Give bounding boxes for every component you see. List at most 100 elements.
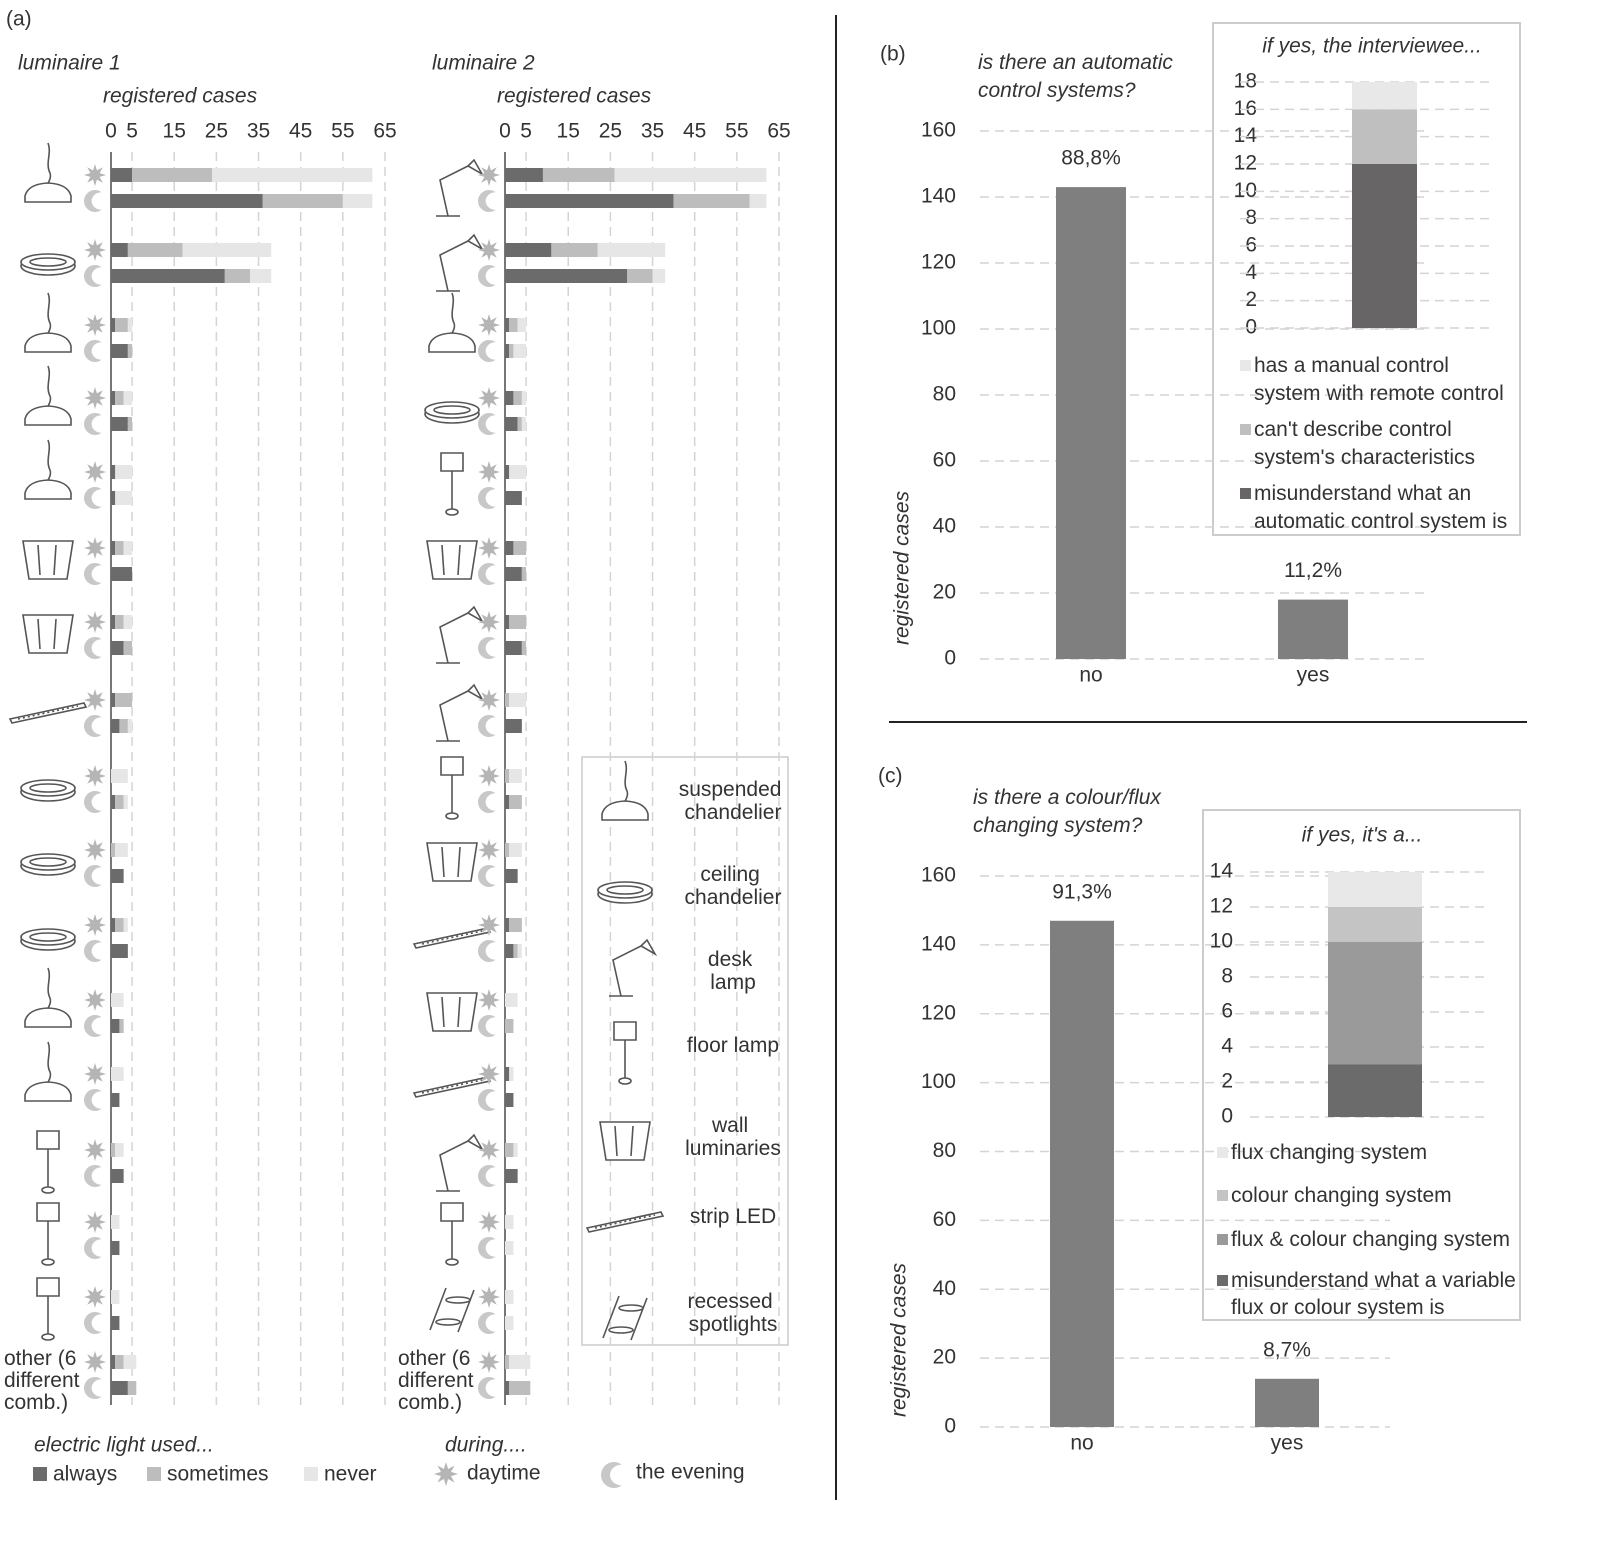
bar-segment — [505, 843, 510, 857]
sun-icon — [84, 1286, 106, 1308]
icon-part — [29, 257, 67, 267]
bar-segment — [505, 1316, 514, 1330]
bar-segment — [517, 318, 527, 332]
bar-segment — [509, 1355, 531, 1369]
bar-segment — [342, 194, 373, 208]
legend-label: has a manual control system with remote … — [1254, 354, 1504, 405]
sun-icon — [84, 839, 106, 861]
icon-part — [47, 365, 52, 408]
x-tick-label: 0 — [105, 120, 117, 143]
bar-segment — [127, 344, 133, 358]
bar-segment — [111, 869, 124, 883]
bar-segment — [505, 693, 510, 707]
panel-label: (b) — [880, 43, 906, 66]
legend-swatch — [1217, 1234, 1228, 1245]
luminaire-legend-box — [581, 756, 789, 1346]
x-tick-label: yes — [1297, 664, 1330, 687]
y-tick-label: 160 — [921, 864, 956, 887]
sun-icon — [84, 314, 106, 336]
bar-segment — [505, 615, 510, 629]
bar-segment — [111, 843, 116, 857]
sun-icon — [84, 914, 106, 936]
bar-segment — [509, 1067, 514, 1081]
bar-segment — [111, 318, 116, 332]
moon-icon — [84, 1377, 102, 1399]
luminaire-icon — [436, 158, 485, 217]
y-tick-label: 0 — [944, 647, 956, 670]
bar-segment — [127, 318, 133, 332]
legend-label: floor lamp — [687, 1034, 779, 1057]
luminaire-icon — [602, 1295, 648, 1341]
bar-segment — [111, 1241, 120, 1255]
bar-segment — [505, 391, 514, 405]
y-tick-label: 140 — [921, 185, 956, 208]
bar-segment — [262, 194, 343, 208]
panel-title: luminaire 1 — [18, 52, 121, 75]
bar-segment — [513, 344, 527, 358]
legend-swatch — [1217, 1147, 1228, 1158]
bar-segment — [127, 719, 133, 733]
legend-label: recessed spotlights — [687, 1290, 778, 1336]
moon-icon — [84, 1312, 102, 1334]
x-axis-label: registered cases — [103, 85, 258, 108]
bar-segment — [505, 944, 514, 958]
sun-icon — [478, 765, 500, 787]
y-tick-label: 10 — [1210, 930, 1233, 953]
luminaire-icon — [24, 439, 72, 500]
bar-segment — [505, 269, 628, 283]
bar-segment — [111, 769, 128, 783]
x-tick-label: 5 — [126, 120, 138, 143]
moon-icon — [83, 413, 102, 435]
bar-segment — [1352, 164, 1417, 328]
bar-segment — [505, 1019, 514, 1033]
bar-segment — [119, 1019, 124, 1033]
icon-part — [41, 1258, 55, 1266]
y-tick-label: 2 — [1221, 1070, 1233, 1093]
bar-segment — [513, 541, 527, 555]
bar-segment — [505, 1093, 514, 1107]
bar-segment — [111, 541, 116, 555]
legend-label: sometimes — [167, 1463, 269, 1486]
luminaire-icon — [8, 702, 88, 724]
sun-icon — [478, 537, 500, 559]
icon-part — [466, 683, 485, 702]
bar-segment — [513, 944, 518, 958]
icon-part — [421, 930, 483, 945]
bar-segment — [505, 318, 510, 332]
moon-icon — [83, 1015, 102, 1038]
bar-segment — [509, 465, 527, 479]
bar-segment — [505, 491, 522, 505]
icon-part — [618, 1077, 632, 1085]
sun-icon — [84, 989, 106, 1011]
bar-segment — [505, 869, 518, 883]
moon-icon — [477, 1015, 496, 1037]
bar-segment — [505, 243, 552, 257]
y-tick-label: 12 — [1234, 152, 1257, 175]
x-tick-label: 45 — [683, 120, 706, 143]
legend-swatch — [1240, 488, 1251, 499]
luminaire-icon — [585, 1211, 665, 1233]
y-tick-label: 10 — [1234, 179, 1257, 202]
sun-icon — [478, 164, 500, 186]
bar-segment — [123, 795, 128, 809]
bar-segment — [111, 1169, 124, 1183]
legend-swatch — [1217, 1275, 1228, 1286]
x-tick-label: 5 — [520, 120, 532, 143]
icon-part — [41, 1186, 55, 1194]
sun-icon — [84, 239, 106, 261]
sun-icon — [84, 461, 106, 483]
moon-icon — [478, 1237, 496, 1259]
x-tick-label: 15 — [163, 120, 186, 143]
bar-segment — [505, 1169, 518, 1183]
x-tick-label: 65 — [373, 120, 396, 143]
legend-title: electric light used... — [34, 1434, 214, 1457]
x-tick-label: 15 — [557, 120, 580, 143]
icon-part — [599, 1121, 651, 1161]
luminaire-icon — [597, 881, 653, 904]
icon-part — [439, 165, 469, 217]
x-tick-label: 35 — [641, 120, 664, 143]
bar-segment — [115, 391, 124, 405]
x-tick-label: no — [1079, 664, 1102, 687]
icon-part — [439, 690, 469, 742]
bar-segment — [123, 1355, 137, 1369]
